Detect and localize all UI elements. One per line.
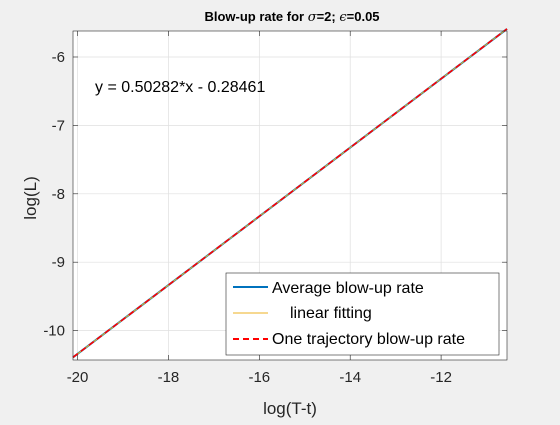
legend-label-trajectory: One trajectory blow-up rate	[272, 331, 465, 348]
y-tick-label: -7	[52, 117, 65, 134]
title-sigma-symbol: σ	[308, 10, 318, 25]
chart-title: Blow-up rate for σ=2; ϵ=0.05	[204, 9, 379, 25]
series-lines	[72, 28, 508, 359]
x-tick-label: -16	[248, 369, 270, 386]
x-tick-label: -20	[67, 369, 89, 386]
fit-annotation: y = 0.50282*x - 0.28461	[95, 79, 265, 96]
y-tick-label: -6	[52, 49, 65, 66]
legend: Average blow-up rate linear fitting One …	[225, 272, 500, 356]
x-axis-label: log(T-t)	[263, 399, 317, 418]
series-line-2	[72, 28, 508, 358]
x-tick-label: -14	[339, 369, 361, 386]
title-eps-symbol: ϵ	[339, 10, 347, 25]
x-tick-label: -18	[158, 369, 180, 386]
plot-border	[72, 30, 508, 361]
y-tick-label: -10	[43, 323, 65, 340]
legend-box	[225, 272, 500, 356]
y-axis-label: log(L)	[21, 176, 40, 219]
y-tick-label: -9	[52, 254, 65, 271]
axis-ticks: -20 -18 -16 -14 -12 -10 -9 -8 -7 -6	[43, 31, 507, 386]
title-sigma-value: =2;	[317, 9, 340, 24]
title-prefix: Blow-up rate for	[204, 9, 307, 24]
legend-label-average: Average blow-up rate	[272, 280, 424, 297]
title-eps-value: =0.05	[347, 9, 380, 24]
x-tick-label: -12	[430, 369, 452, 386]
legend-label-fit: linear fitting	[290, 305, 372, 322]
y-tick-label: -8	[52, 186, 65, 203]
